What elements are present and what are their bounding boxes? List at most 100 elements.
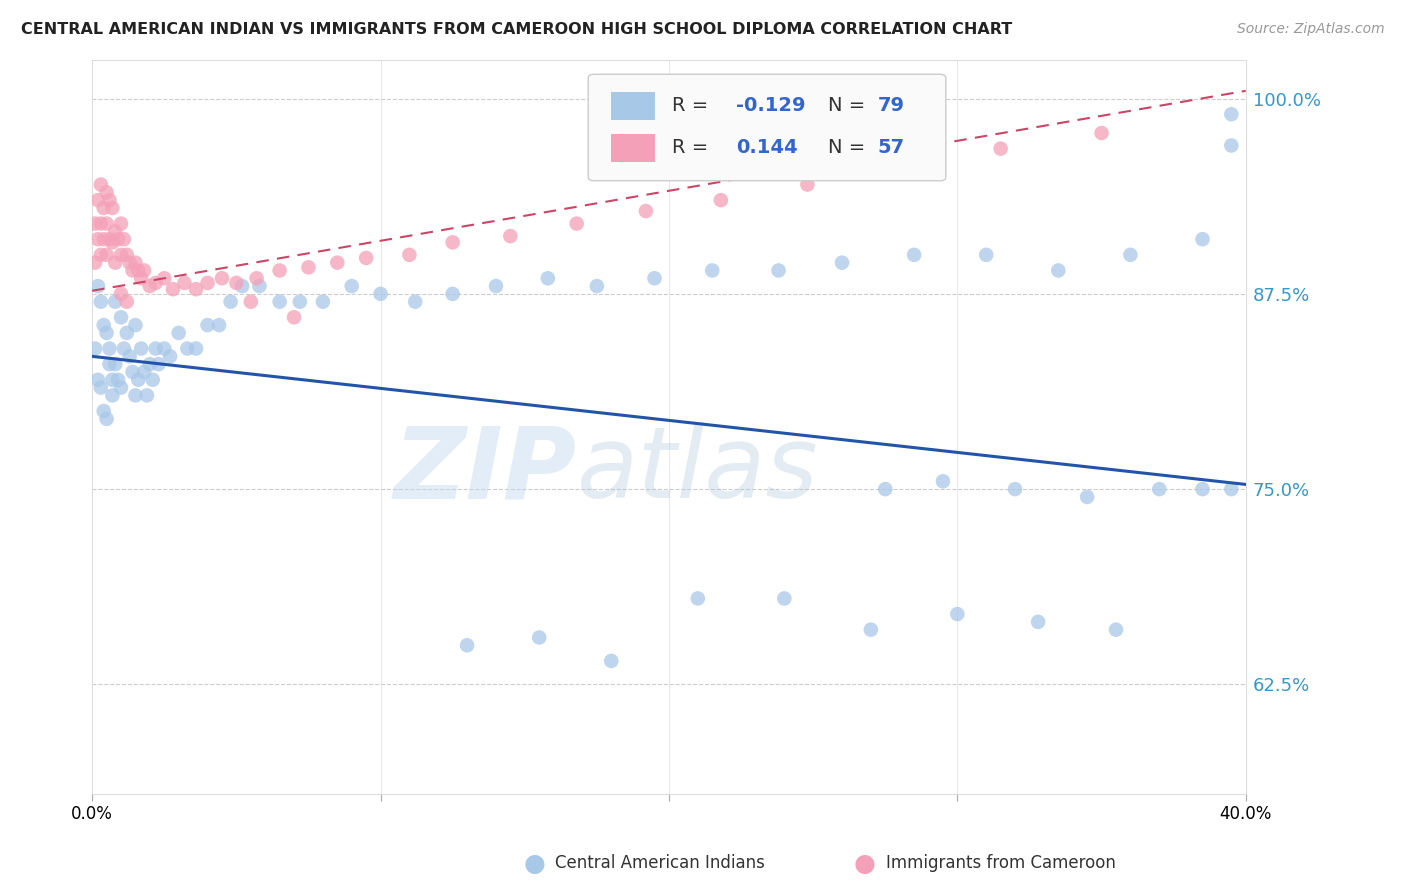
Point <box>87 373 110 387</box>
Point <box>101 388 124 402</box>
Point <box>104 255 127 269</box>
Point <box>354 251 377 265</box>
Point <box>127 373 149 387</box>
Text: R =: R = <box>672 96 714 115</box>
Point <box>269 263 291 277</box>
Point <box>110 310 132 325</box>
Point <box>90 248 112 262</box>
Point <box>441 235 464 250</box>
Point <box>859 623 882 637</box>
Point <box>101 201 124 215</box>
Point <box>145 276 167 290</box>
Point <box>269 294 291 309</box>
Point <box>98 357 121 371</box>
Point <box>139 357 162 371</box>
Point <box>831 255 853 269</box>
Text: 0.144: 0.144 <box>735 138 797 157</box>
Point <box>115 326 138 340</box>
Point <box>1090 126 1112 140</box>
Text: atlas: atlas <box>576 422 818 519</box>
Point <box>124 318 146 332</box>
Point <box>104 224 127 238</box>
Point <box>1220 482 1243 496</box>
Point <box>167 326 190 340</box>
Point <box>87 232 110 246</box>
Point <box>124 388 146 402</box>
Point <box>90 178 112 192</box>
Text: ●: ● <box>523 852 546 875</box>
Point <box>634 204 657 219</box>
Point <box>93 201 115 215</box>
Point <box>197 318 219 332</box>
Point <box>115 248 138 262</box>
Point <box>1220 138 1243 153</box>
Text: -0.129: -0.129 <box>735 96 806 115</box>
Point <box>946 607 969 621</box>
Point <box>644 271 666 285</box>
Point <box>1047 263 1070 277</box>
Point <box>112 232 135 246</box>
Point <box>118 255 141 269</box>
Point <box>145 342 167 356</box>
Text: Immigrants from Cameroon: Immigrants from Cameroon <box>886 855 1115 872</box>
Y-axis label: High School Diploma: High School Diploma <box>0 340 8 513</box>
Point <box>96 412 118 426</box>
Point <box>283 310 305 325</box>
Point <box>370 286 392 301</box>
Point <box>586 279 609 293</box>
Point <box>93 318 115 332</box>
FancyBboxPatch shape <box>612 134 655 161</box>
Point <box>93 232 115 246</box>
Point <box>875 482 897 496</box>
Point <box>231 279 253 293</box>
Point <box>104 294 127 309</box>
Point <box>173 276 195 290</box>
Point <box>132 263 155 277</box>
Point <box>121 365 143 379</box>
Point <box>129 271 152 285</box>
Point <box>84 217 107 231</box>
Point <box>239 294 262 309</box>
Point <box>441 286 464 301</box>
Point <box>1076 490 1098 504</box>
Point <box>121 263 143 277</box>
Point <box>208 318 231 332</box>
Point <box>96 217 118 231</box>
Point <box>1220 107 1243 121</box>
Point <box>96 326 118 340</box>
Point <box>101 373 124 387</box>
Point <box>176 342 198 356</box>
FancyBboxPatch shape <box>588 74 946 181</box>
Point <box>974 248 997 262</box>
Point <box>485 279 508 293</box>
Point <box>110 381 132 395</box>
Point <box>98 342 121 356</box>
Point <box>1147 482 1170 496</box>
Point <box>136 388 159 402</box>
Point <box>197 276 219 290</box>
Point <box>1105 623 1128 637</box>
Point <box>110 248 132 262</box>
Point <box>326 255 349 269</box>
Point <box>686 591 709 606</box>
Point <box>132 365 155 379</box>
Point <box>101 235 124 250</box>
Point <box>162 282 184 296</box>
Point <box>702 263 724 277</box>
FancyBboxPatch shape <box>612 92 655 120</box>
Point <box>932 475 955 489</box>
Point <box>96 186 118 200</box>
Point <box>84 342 107 356</box>
Point <box>148 357 170 371</box>
Point <box>225 276 247 290</box>
Point <box>112 342 135 356</box>
Text: R =: R = <box>672 138 714 157</box>
Point <box>527 631 550 645</box>
Point <box>139 279 162 293</box>
Point <box>90 294 112 309</box>
Point <box>565 217 588 231</box>
Point <box>110 286 132 301</box>
Text: Central American Indians: Central American Indians <box>555 855 765 872</box>
Point <box>768 263 790 277</box>
Point <box>456 638 478 652</box>
